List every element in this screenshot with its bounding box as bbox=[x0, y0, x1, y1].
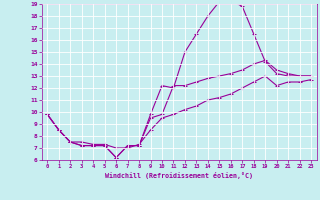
X-axis label: Windchill (Refroidissement éolien,°C): Windchill (Refroidissement éolien,°C) bbox=[105, 172, 253, 179]
